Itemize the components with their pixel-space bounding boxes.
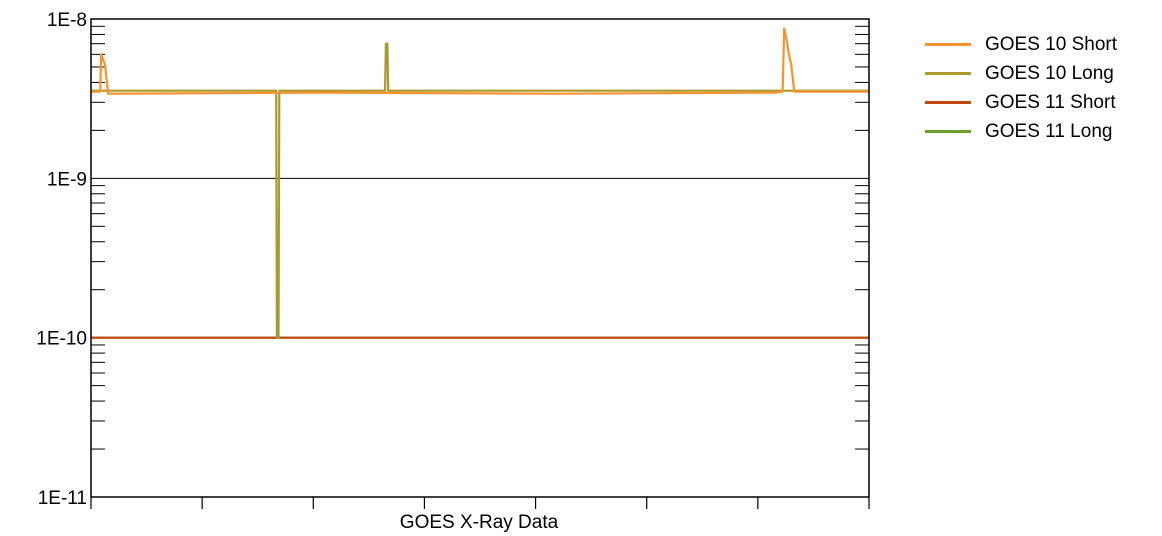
legend-swatch [925,43,971,46]
legend-label: GOES 11 Short [985,91,1116,113]
plot-area-background [91,19,869,497]
series-lines [91,27,869,339]
legend-label: GOES 10 Long [985,62,1114,84]
y-tick-label: 1E-8 [47,10,87,31]
legend: GOES 10 Short GOES 10 Long GOES 11 Short GO… [925,30,1117,146]
legend-swatch [925,101,971,104]
chart-plot: 1E-8 1E-9 1E-10 1E-11 GOES X-Ray Data [36,10,870,533]
legend-label: GOES 11 Long [985,120,1113,142]
y-tick-label: 1E-10 [36,329,87,350]
legend-swatch [925,72,971,75]
series-line-goes-10-long [91,42,869,339]
series-line-goes-10-short [91,27,869,95]
x-axis-ticks [90,497,870,509]
y-tick-label: 1E-11 [38,488,87,509]
minor-ticks [91,25,869,450]
legend-label: GOES 10 Short [985,33,1118,55]
legend-item: GOES 11 Long [925,117,1117,146]
legend-swatch [925,130,971,133]
x-axis-label: GOES X-Ray Data [400,512,559,533]
legend-item: GOES 10 Short [925,30,1117,59]
plot-area-frame [90,18,870,498]
legend-item: GOES 10 Long [925,59,1117,88]
y-tick-label: 1E-9 [47,169,87,190]
legend-item: GOES 11 Short [925,88,1117,117]
y-axis-tick-labels: 1E-8 1E-9 1E-10 1E-11 [36,10,87,509]
